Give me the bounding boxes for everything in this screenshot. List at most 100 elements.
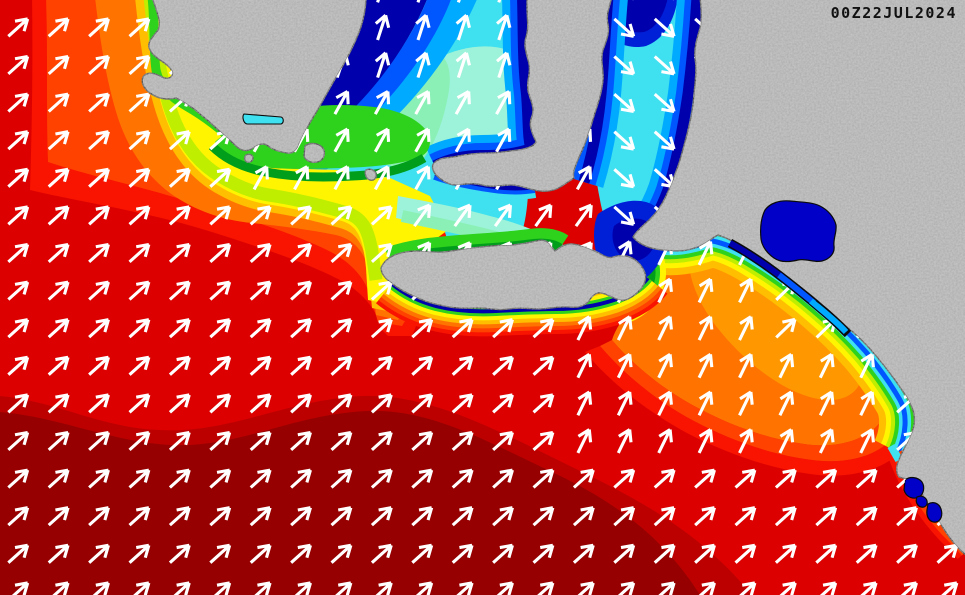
direction-arrow xyxy=(47,393,70,414)
direction-arrow xyxy=(128,468,151,489)
ebay-lightorange-core xyxy=(690,255,864,400)
direction-arrow xyxy=(7,242,30,264)
direction-arrow xyxy=(249,468,272,489)
direction-arrow xyxy=(697,240,714,266)
direction-arrow xyxy=(653,506,676,527)
direction-arrow xyxy=(815,167,838,188)
direction-arrow xyxy=(414,127,431,153)
direction-arrow xyxy=(855,242,878,264)
direction-arrow xyxy=(694,543,716,564)
direction-arrow xyxy=(576,353,593,379)
direction-arrow xyxy=(532,543,555,564)
direction-arrow xyxy=(496,14,512,41)
direction-arrow xyxy=(936,242,959,264)
direction-arrow xyxy=(896,581,918,595)
direction-arrow xyxy=(249,393,272,414)
direction-arrow xyxy=(370,543,393,564)
direction-arrow xyxy=(415,14,431,41)
direction-arrow xyxy=(411,393,434,414)
direction-arrow xyxy=(694,168,716,189)
direction-arrow xyxy=(88,242,110,264)
direction-arrow xyxy=(936,167,959,188)
direction-arrow xyxy=(7,92,30,113)
direction-arrow xyxy=(334,51,350,79)
direction-arrow xyxy=(532,468,555,489)
direction-arrow xyxy=(896,242,918,264)
direction-arrow xyxy=(896,317,918,339)
direction-arrow xyxy=(495,165,512,191)
direction-arrow xyxy=(694,130,716,151)
direction-arrow xyxy=(128,280,151,301)
direction-arrow xyxy=(330,280,353,301)
direction-arrow xyxy=(330,430,353,452)
direction-arrow xyxy=(613,92,636,114)
direction-arrow xyxy=(774,130,797,151)
direction-arrow xyxy=(496,51,512,79)
direction-arrow xyxy=(370,581,393,595)
direction-arrow xyxy=(936,92,959,113)
direction-arrow xyxy=(855,130,878,151)
direction-arrow xyxy=(613,468,636,489)
direction-arrow xyxy=(535,90,552,115)
direction-arrow xyxy=(290,543,312,564)
direction-arrow xyxy=(168,130,191,151)
direction-arrow xyxy=(47,92,70,113)
direction-arrow xyxy=(168,430,191,452)
direction-arrow xyxy=(734,92,757,113)
direction-arrow xyxy=(536,51,552,79)
direction-arrow xyxy=(88,54,110,76)
direction-arrow xyxy=(370,468,393,489)
direction-arrow xyxy=(290,430,312,452)
direction-arrow xyxy=(209,355,232,376)
direction-arrow xyxy=(653,55,676,76)
direction-arrow xyxy=(168,318,191,339)
direction-arrow xyxy=(896,506,918,527)
direction-arrow xyxy=(168,205,191,226)
direction-arrow xyxy=(370,393,393,414)
direction-arrow xyxy=(492,581,514,595)
direction-arrow xyxy=(896,430,918,452)
direction-arrow xyxy=(294,51,310,79)
direction-arrow xyxy=(936,280,959,301)
direction-arrow xyxy=(774,17,797,38)
direction-arrow xyxy=(734,167,757,188)
direction-arrow xyxy=(451,506,474,527)
direction-arrow xyxy=(855,581,878,595)
direction-arrow xyxy=(330,581,353,595)
direction-arrow xyxy=(411,355,434,376)
direction-arrow xyxy=(576,14,593,41)
bay-darkgreen-rim xyxy=(208,142,427,182)
direction-arrow xyxy=(738,240,754,266)
direction-arrow xyxy=(290,318,312,339)
direction-arrow xyxy=(47,167,70,188)
direction-arrow xyxy=(47,242,70,264)
direction-arrow xyxy=(411,318,434,339)
direction-arrow xyxy=(532,318,555,339)
direction-arrow xyxy=(775,242,797,264)
small-lake-2 xyxy=(915,495,928,508)
direction-arrow xyxy=(168,393,191,414)
offshore-island-3 xyxy=(243,153,254,163)
direction-arrow xyxy=(855,92,878,113)
direction-arrow xyxy=(88,280,110,301)
direction-arrow xyxy=(694,468,716,489)
direction-arrow xyxy=(411,543,434,564)
direction-arrow xyxy=(7,205,30,226)
direction-arrow xyxy=(572,468,595,489)
direction-arrow xyxy=(88,130,110,151)
direction-arrow xyxy=(572,543,595,564)
direction-arrow xyxy=(330,318,353,339)
direction-arrow xyxy=(855,167,878,188)
direction-arrow xyxy=(249,355,272,376)
direction-arrow xyxy=(532,581,555,595)
direction-arrow xyxy=(535,165,552,191)
direction-arrow xyxy=(290,205,312,226)
direction-arrow xyxy=(451,318,474,339)
direction-arrow xyxy=(47,506,70,527)
direction-arrow xyxy=(249,506,272,527)
direction-arrow xyxy=(88,355,110,376)
direction-arrow xyxy=(370,430,393,452)
direction-arrow xyxy=(532,393,555,414)
direction-arrow xyxy=(128,92,151,113)
